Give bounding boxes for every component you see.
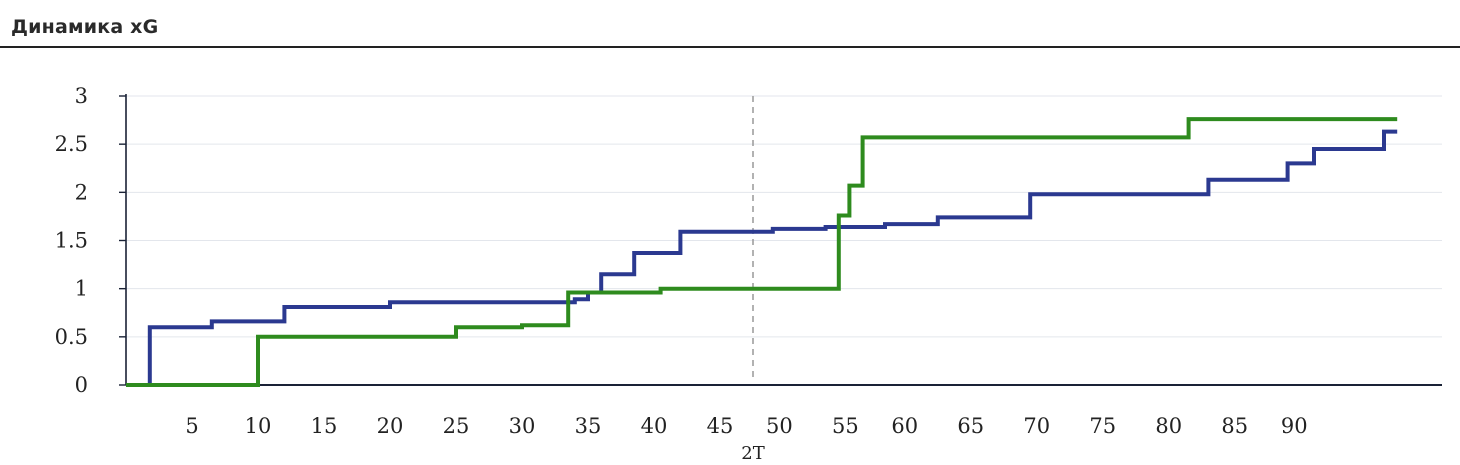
series-lines <box>126 117 1398 387</box>
x-tick-label: 80 <box>1155 414 1182 438</box>
y-tick-label: 0.5 <box>55 325 88 349</box>
x-tick-label: 50 <box>766 414 793 438</box>
x-tick-label: 15 <box>311 414 338 438</box>
halftime-marker: 2T <box>741 96 765 464</box>
x-tick-label: 70 <box>1023 414 1050 438</box>
y-tick-labels: 0 0.5 1 1.5 2 2.5 3 <box>55 84 88 397</box>
grid-lines <box>126 95 1442 338</box>
axes <box>119 94 1442 386</box>
xg-chart: 2T 0 0.5 1 1.5 2 2.5 3 5 10 15 20 25 30 35 40 45 50 55 60… <box>55 84 1442 464</box>
x-tick-label: 25 <box>443 414 470 438</box>
x-tick-label: 65 <box>957 414 984 438</box>
x-tick-label: 85 <box>1221 414 1248 438</box>
x-tick-label: 40 <box>641 414 668 438</box>
x-tick-label: 20 <box>377 414 404 438</box>
y-tick-label: 2.5 <box>55 132 88 156</box>
series-line-blue <box>126 129 1398 387</box>
x-tick-labels: 5 10 15 20 25 30 35 40 45 50 55 60 65 70 75 80 85 90 <box>185 414 1307 438</box>
y-tick-label: 1 <box>75 277 88 301</box>
x-tick-label: 30 <box>509 414 536 438</box>
x-tick-label: 5 <box>185 414 198 438</box>
x-tick-label: 90 <box>1281 414 1308 438</box>
x-tick-label: 10 <box>245 414 272 438</box>
x-tick-label: 75 <box>1089 414 1116 438</box>
chart-title: Динамика xG <box>11 16 159 38</box>
x-tick-label: 60 <box>891 414 918 438</box>
chart-header: Динамика xG <box>0 0 1460 48</box>
y-tick-label: 3 <box>75 84 88 108</box>
xg-chart-container: 2T 0 0.5 1 1.5 2 2.5 3 5 10 15 20 25 30 35 40 45 50 55 60… <box>0 50 1460 464</box>
x-tick-label: 35 <box>575 414 602 438</box>
x-tick-label: 55 <box>832 414 859 438</box>
x-tick-label: 45 <box>707 414 734 438</box>
y-tick-label: 0 <box>75 373 88 397</box>
y-tick-label: 2 <box>75 180 88 204</box>
halftime-label: 2T <box>741 443 764 461</box>
y-tick-label: 1.5 <box>55 229 88 253</box>
series-line-green <box>126 117 1398 387</box>
